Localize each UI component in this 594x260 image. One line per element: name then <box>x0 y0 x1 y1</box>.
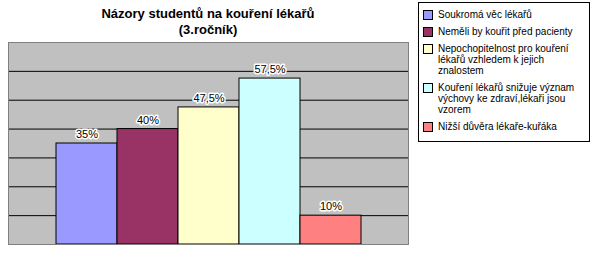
html-text:Kouření lékařů snižuje význam: Kouření lékařů snižuje význam výchovy ke… <box>438 82 575 115</box>
svg-text:35%: 35% <box>76 128 98 140</box>
svg-text:40%: 40% <box>137 114 159 126</box>
html-text:Nepochopitelnost pro kouření l: Nepochopitelnost pro kouření lékařů vzhl… <box>438 43 569 76</box>
svg-text:10%: 10% <box>320 200 342 212</box>
html-text:(3.ročník): (3.ročník) <box>178 22 238 37</box>
html-text:Neměli by kouřit před pacienty: Neměli by kouřit před pacienty <box>438 26 573 37</box>
html-text:Soukromá věc lékařů: Soukromá věc lékařů <box>438 9 532 20</box>
html-text:Názory studentů na kouření lék: Názory studentů na kouření lékařů <box>101 6 315 21</box>
svg-text:57,5%: 57,5% <box>254 63 285 75</box>
html-text:Nižší důvěra lékaře-kuřáka: Nižší důvěra lékaře-kuřáka <box>438 121 557 132</box>
svg-text:47,5%: 47,5% <box>193 92 224 104</box>
